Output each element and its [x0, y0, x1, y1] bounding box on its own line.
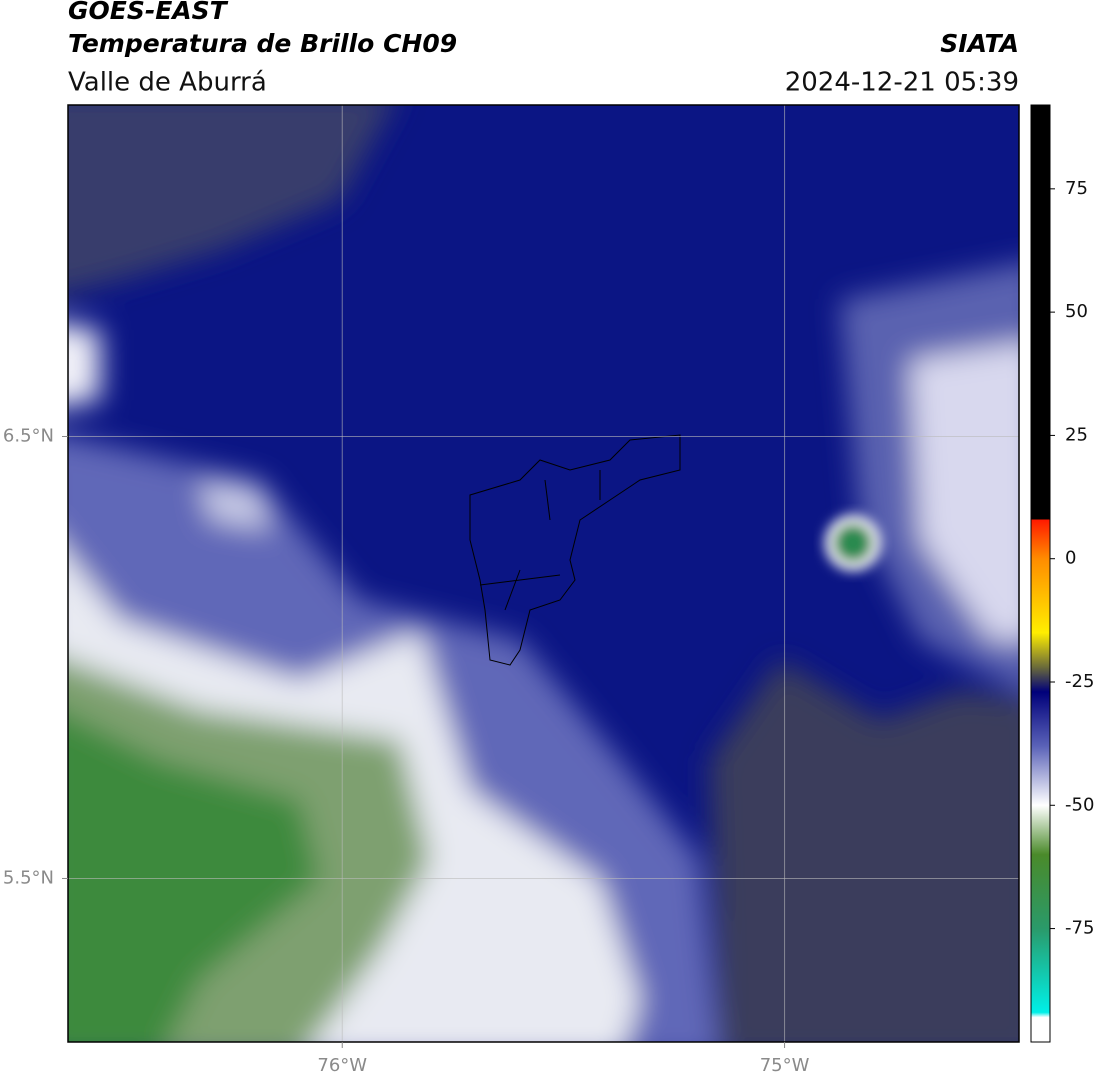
- colorbar-tick-label: 25: [1065, 424, 1088, 445]
- map-frame: [67, 104, 1020, 1043]
- warm-area: [68, 105, 392, 293]
- colorbar-tick-label: -25: [1065, 671, 1094, 692]
- cloud-band: [910, 343, 1019, 640]
- satellite-image: [68, 105, 1019, 1042]
- source: SIATA: [940, 29, 1019, 58]
- cloud-field: [68, 105, 1019, 1042]
- cold-cloud: [68, 324, 100, 406]
- y-tick-label: 5.5°N: [3, 867, 54, 888]
- y-tick-label: 6.5°N: [3, 425, 54, 446]
- colorbar-tick-label: -50: [1065, 794, 1094, 815]
- cold-cloud: [200, 480, 270, 530]
- warm-area: [710, 660, 1019, 1042]
- cell-core: [833, 523, 873, 563]
- municipality-boundaries: [469, 434, 681, 666]
- datetime: 2024-12-21 05:39: [785, 68, 1019, 98]
- subtitle: Temperatura de Brillo CH09: [68, 29, 457, 58]
- colorbar: 75 50 25 0 -25 -50 -75: [1030, 104, 1094, 1043]
- colorbar-scale: [1030, 104, 1051, 1043]
- colorbar-tick-label: -75: [1065, 918, 1094, 939]
- title: GOES-EAST: [68, 0, 229, 25]
- x-tick-label: 75°W: [760, 1055, 810, 1076]
- colorbar-tick-label: 0: [1065, 548, 1076, 569]
- x-tick-label: 76°W: [317, 1055, 367, 1076]
- region: Valle de Aburrá: [68, 68, 267, 98]
- colorbar-tick-label: 75: [1065, 178, 1088, 199]
- colorbar-tick-label: 50: [1065, 301, 1088, 322]
- grid: [68, 105, 1019, 1042]
- convective-cell: [825, 515, 881, 571]
